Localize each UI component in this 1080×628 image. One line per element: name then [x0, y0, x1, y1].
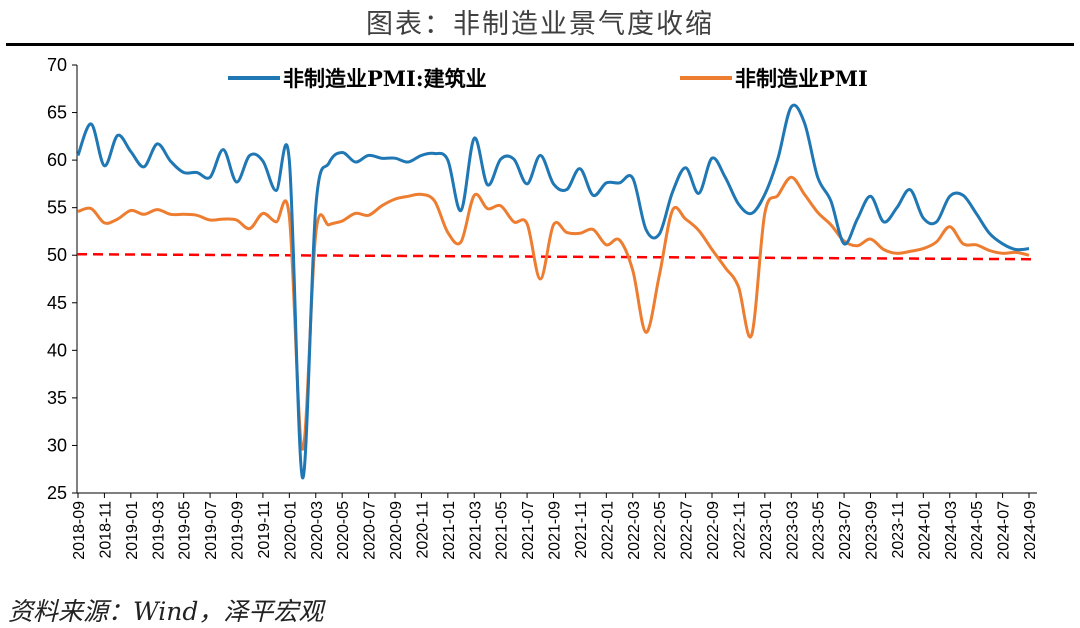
y-tick-label: 55	[47, 198, 67, 218]
x-tick-label: 2020-01	[282, 501, 299, 560]
x-tick-label: 2022-07	[679, 501, 696, 560]
x-tick-label: 2023-11	[890, 501, 907, 559]
x-tick-label: 2019-05	[177, 501, 194, 560]
y-tick-label: 40	[47, 340, 67, 360]
legend-label-nonmanufacturing: 非制造业PMI	[735, 66, 868, 91]
chart-title: 图表：非制造业景气度收缩	[366, 9, 714, 40]
x-tick-label: 2021-01	[441, 501, 458, 560]
x-tick-label: 2022-01	[599, 501, 616, 560]
legend-label-construction: 非制造业PMI:建筑业	[283, 66, 487, 91]
x-tick-label: 2022-05	[652, 501, 669, 560]
series-lines	[76, 103, 1030, 480]
y-tick-label: 70	[47, 55, 67, 75]
x-tick-label: 2021-05	[494, 501, 511, 560]
y-tick-label: 50	[47, 245, 67, 265]
x-tick-label: 2020-07	[362, 501, 379, 560]
x-tick-label: 2018-11	[97, 501, 114, 559]
x-tick-label: 2020-11	[414, 501, 431, 559]
y-tick-label: 65	[47, 103, 67, 123]
reference-line-50	[76, 252, 1038, 261]
x-tick-label: 2021-03	[467, 501, 484, 560]
series-line-construction	[76, 103, 1030, 480]
title-rule	[6, 43, 1074, 46]
x-tick-label: 2018-09	[71, 501, 88, 560]
y-tick-label: 30	[47, 435, 67, 455]
x-tick-label: 2019-09	[230, 501, 247, 560]
x-tick-label: 2022-03	[626, 501, 643, 560]
x-tick-label: 2019-01	[124, 501, 141, 560]
y-tick-label: 60	[47, 150, 67, 170]
x-tick-label: 2024-07	[996, 501, 1013, 560]
x-tick-label: 2023-03	[784, 501, 801, 560]
x-tick-label: 2021-11	[573, 501, 590, 559]
x-tick-label: 2023-05	[811, 501, 828, 560]
x-tick-label: 2022-09	[705, 501, 722, 560]
y-tick-label: 45	[47, 293, 67, 313]
y-tick-label: 35	[47, 388, 67, 408]
x-axis-tick-labels: 2018-09 2018-11 2019-01 2019-03 2019-05 2019-…	[71, 501, 1039, 560]
x-tick-label: 2021-07	[520, 501, 537, 560]
reference-line-group	[76, 252, 1038, 261]
x-tick-label: 2019-11	[256, 501, 273, 559]
x-tick-label: 2024-09	[1022, 501, 1039, 560]
x-tick-label: 2019-07	[203, 501, 220, 560]
x-tick-label: 2023-07	[837, 501, 854, 560]
source-note: 资料来源：Wind，泽平宏观	[8, 597, 324, 626]
y-axis-tick-labels: 25 30 35 40 45 50 55 60 65 70	[47, 55, 67, 503]
y-tick-label: 25	[47, 483, 67, 503]
x-tick-label: 2024-03	[943, 501, 960, 560]
x-tick-label: 2022-11	[731, 501, 748, 559]
legend: 非制造业PMI:建筑业 非制造业PMI	[228, 66, 868, 91]
x-tick-label: 2020-03	[309, 501, 326, 560]
x-tick-label: 2021-09	[547, 501, 564, 560]
x-tick-label: 2019-03	[150, 501, 167, 560]
x-tick-label: 2023-09	[864, 501, 881, 560]
x-tick-label: 2020-05	[335, 501, 352, 560]
x-tick-label: 2023-01	[758, 501, 775, 560]
x-tick-label: 2020-09	[388, 501, 405, 560]
x-tick-label: 2024-05	[969, 501, 986, 560]
x-tick-label: 2024-01	[916, 501, 933, 560]
series-line-nonmanufacturing	[77, 175, 1030, 451]
chart-axes	[72, 64, 1037, 498]
